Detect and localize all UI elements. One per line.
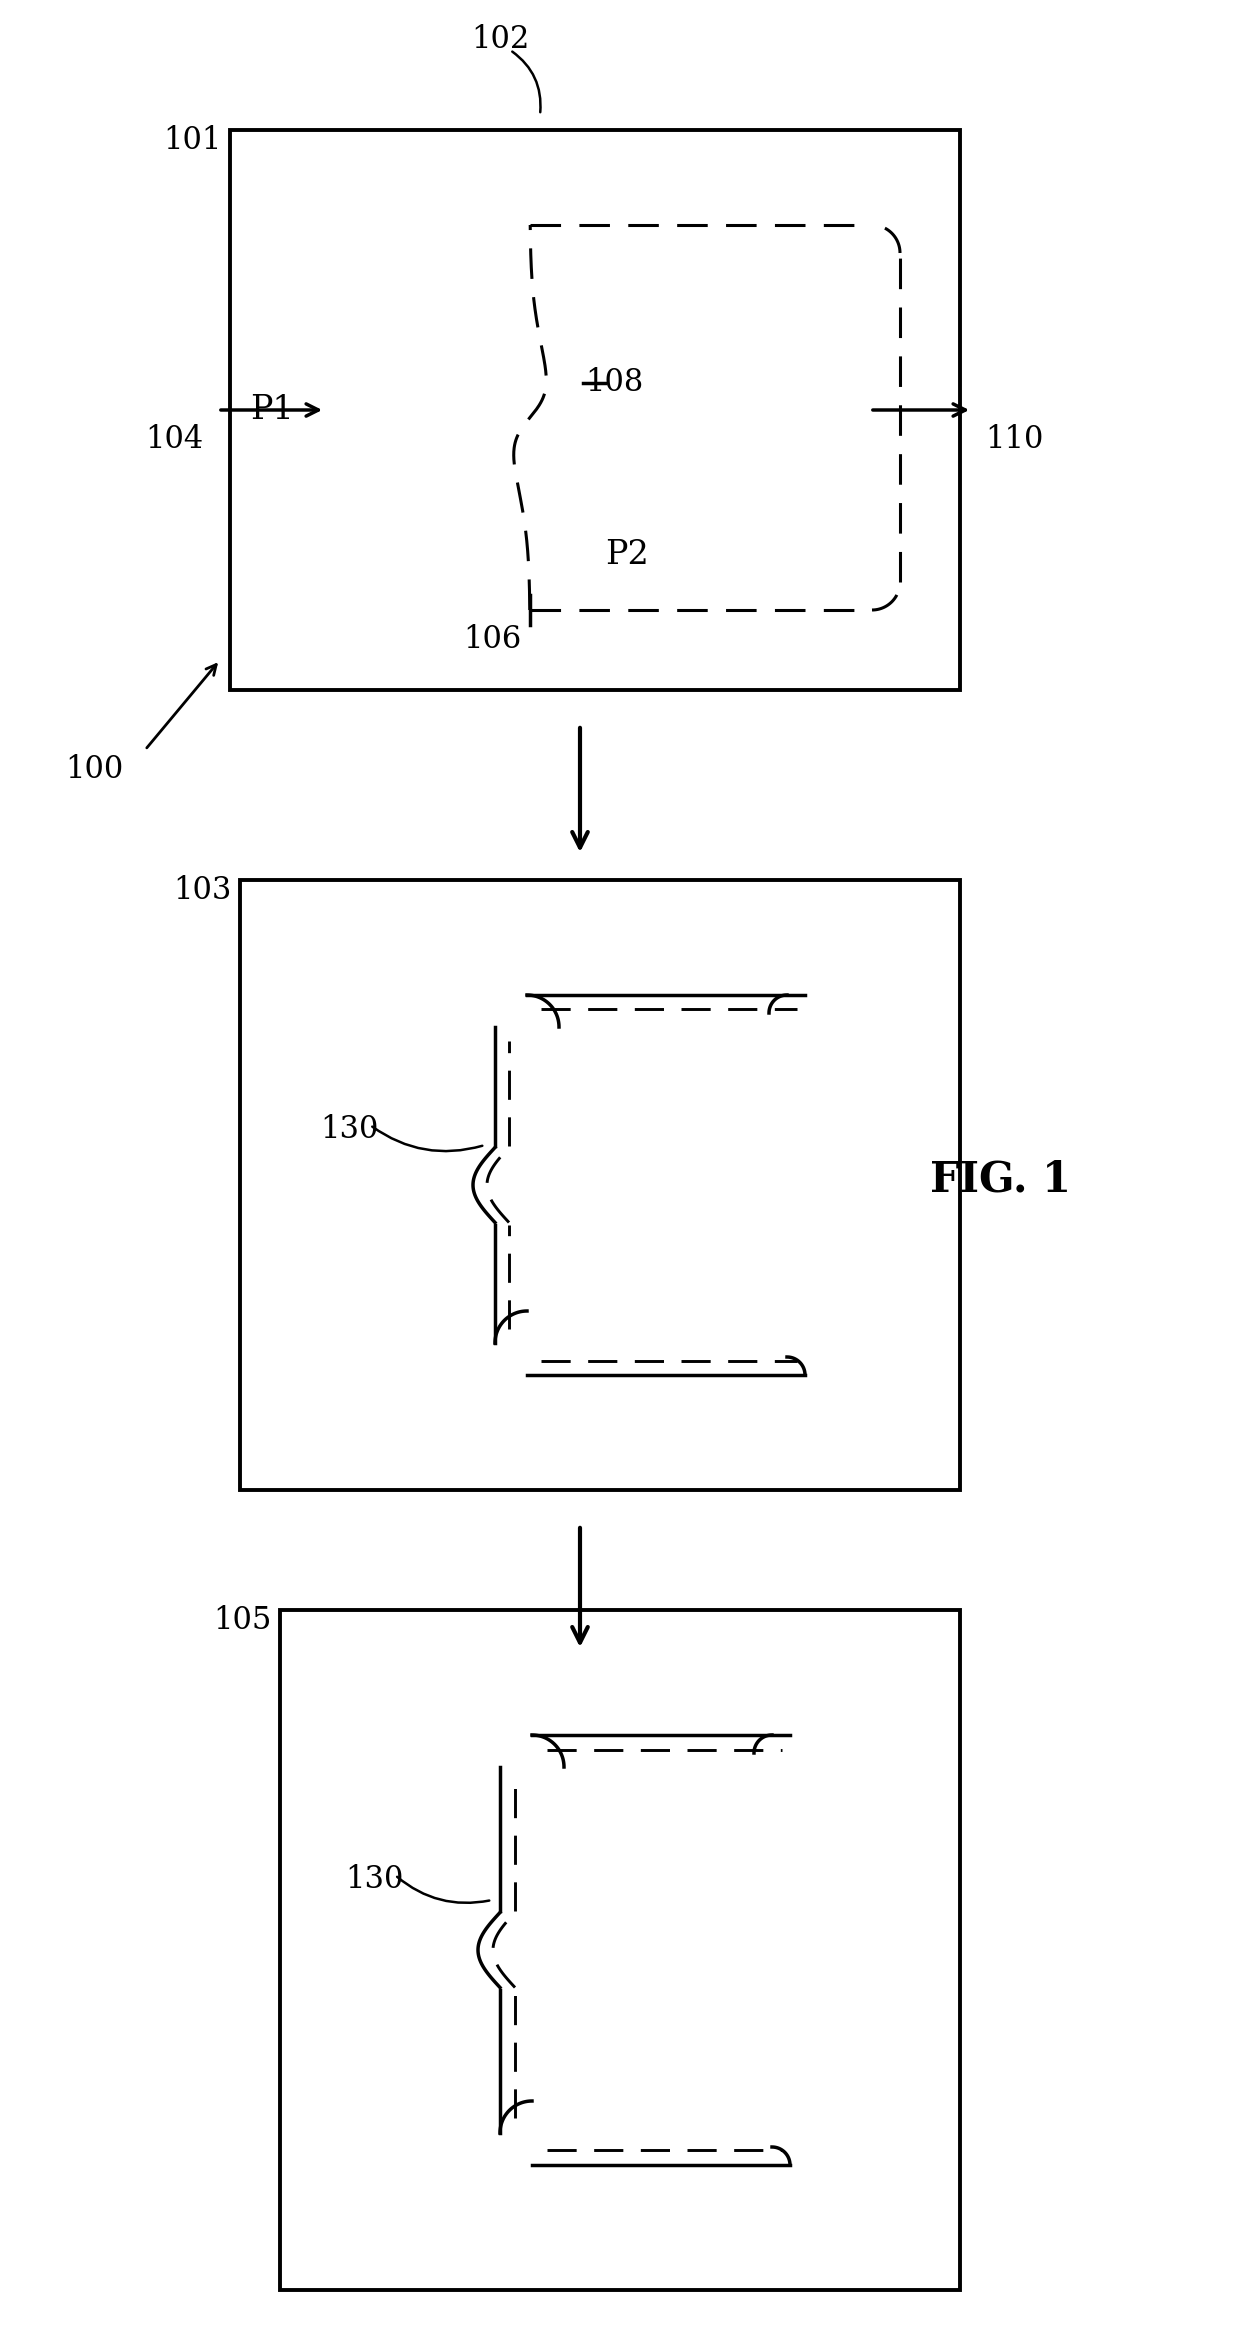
Text: 101: 101 — [164, 125, 222, 155]
Text: 108: 108 — [585, 367, 644, 397]
Bar — [280, 1610, 960, 2289]
Text: FIG. 1: FIG. 1 — [930, 1159, 1071, 1201]
Text: P2: P2 — [605, 538, 649, 571]
Text: P1: P1 — [250, 395, 294, 425]
Text: 130: 130 — [320, 1114, 378, 1144]
Text: 110: 110 — [985, 425, 1043, 456]
Text: 130: 130 — [345, 1864, 403, 1896]
Text: 106: 106 — [463, 625, 521, 656]
Text: 105: 105 — [213, 1605, 272, 1636]
Text: 104: 104 — [145, 425, 203, 456]
Text: 102: 102 — [471, 24, 529, 56]
Bar — [229, 129, 960, 691]
Text: 100: 100 — [64, 754, 123, 785]
Text: 103: 103 — [174, 874, 232, 907]
Bar — [241, 879, 960, 1490]
